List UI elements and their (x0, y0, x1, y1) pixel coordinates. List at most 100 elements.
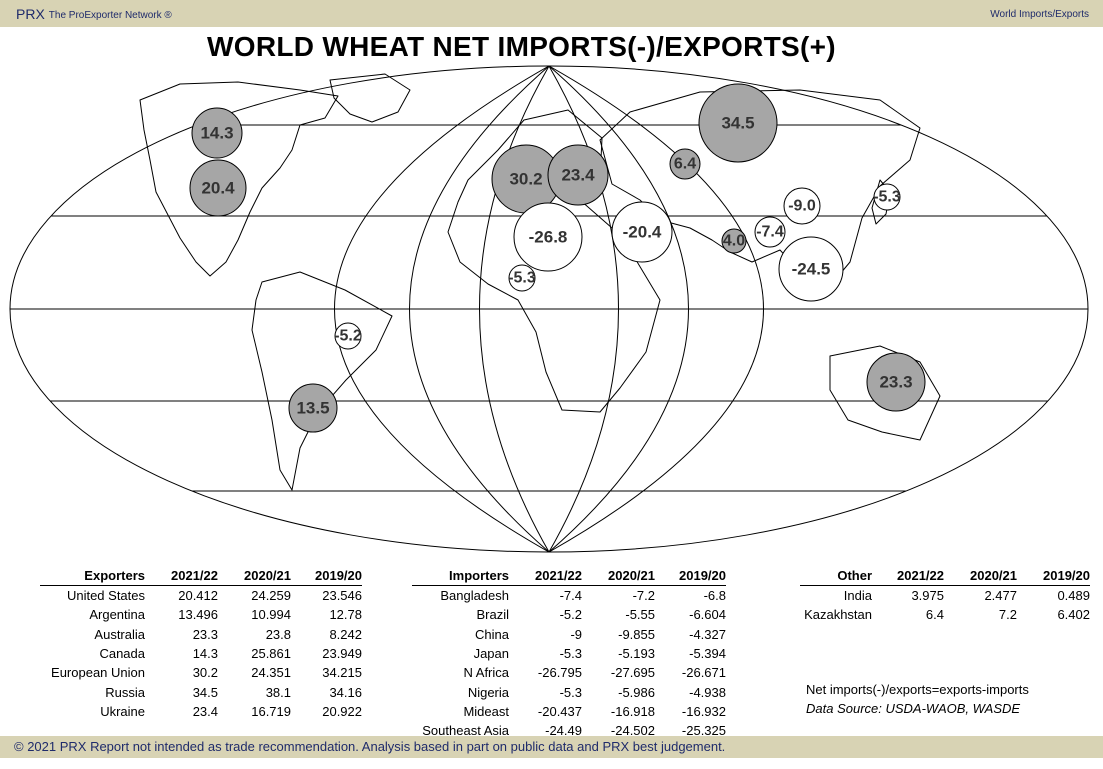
table-row: Kazakhstan 6.4 7.2 6.402 (800, 605, 1090, 624)
map-graticule (9, 65, 1089, 553)
other-header-row: Other 2021/22 2020/21 2019/20 (800, 566, 1090, 586)
bubble-label-brazil: -5.2 (334, 328, 362, 345)
cell: 14.3 (192, 646, 218, 662)
bubble-label-united-states: 20.4 (201, 179, 235, 198)
table-row: United States 20.412 24.259 23.546 (40, 586, 362, 606)
table-row: Nigeria -5.3 -5.986 -4.938 (412, 682, 726, 701)
cell: 10.994 (251, 607, 291, 623)
cell: 25.861 (251, 646, 291, 662)
cell: -4.938 (689, 684, 726, 700)
cell: 34.215 (322, 665, 362, 681)
cell: 8.242 (329, 626, 362, 642)
cell: 24.259 (251, 588, 291, 604)
cell: N Africa (463, 665, 509, 681)
table-row: Bangladesh -7.4 -7.2 -6.8 (412, 586, 726, 606)
importers-header-1: 2021/22 (509, 566, 582, 586)
cell: 20.412 (178, 588, 218, 604)
cell: 20.922 (322, 703, 362, 719)
other-header-1: 2021/22 (872, 566, 944, 586)
bubble-nigeria: -5.3 (508, 264, 536, 292)
exporters-header-2: 2020/21 (218, 566, 291, 586)
cell: -9.855 (618, 626, 655, 642)
table-row: Australia 23.3 23.8 8.242 (40, 625, 362, 644)
importers-header-row: Importers 2021/22 2020/21 2019/20 (412, 566, 726, 586)
page-title: WORLD WHEAT NET IMPORTS(-)/EXPORTS(+) (207, 31, 836, 62)
bubble-label-canada: 14.3 (200, 124, 233, 143)
cell: -7.2 (632, 588, 655, 604)
bubble-china: -9.0 (783, 187, 821, 225)
cell: 0.489 (1057, 588, 1090, 604)
cell: -5.3 (559, 684, 582, 700)
cell: Mideast (463, 703, 509, 719)
bubble-bangladesh: -7.4 (754, 216, 786, 248)
cell: 6.402 (1057, 607, 1090, 623)
exporters-header-1: 2021/22 (145, 566, 218, 586)
other-header-2: 2020/21 (944, 566, 1017, 586)
cell: -24.502 (610, 723, 655, 739)
footer-text: © 2021 PRX Report not intended as trade … (14, 739, 726, 754)
bubble-australia: 23.3 (866, 352, 926, 412)
north-america-outline (139, 81, 339, 277)
cell: 24.351 (251, 665, 291, 681)
other-table: Other 2021/22 2020/21 2019/20 India 3.975… (800, 566, 1090, 625)
header-bar: PRX The ProExporter Network ® World Impor… (0, 0, 1103, 27)
bubble-label-ukraine: 23.4 (561, 166, 595, 185)
table-row: Japan -5.3 -5.193 -5.394 (412, 644, 726, 663)
table-row: N Africa -26.795 -27.695 -26.671 (412, 663, 726, 682)
other-header-3: 2019/20 (1017, 566, 1090, 586)
cell: 2.477 (984, 588, 1017, 604)
cell: India (843, 588, 872, 604)
other-header-0: Other (800, 566, 872, 586)
cell: -5.986 (618, 684, 655, 700)
cell: 7.2 (998, 607, 1017, 623)
bubble-label-china: -9.0 (788, 198, 816, 215)
bubble-label-southeast-asia: -24.5 (792, 260, 831, 279)
cell: -16.918 (610, 703, 655, 719)
bubble-brazil: -5.2 (334, 322, 362, 350)
cell: Southeast Asia (422, 723, 509, 739)
cell: 23.546 (322, 588, 362, 604)
footer-bar: © 2021 PRX Report not intended as trade … (0, 736, 1103, 758)
bubble-label-nigeria: -5.3 (508, 270, 536, 287)
greenland-outline (329, 73, 411, 123)
bubble-ukraine: 23.4 (547, 144, 609, 206)
bubble-russia: 34.5 (698, 83, 778, 163)
cell: -5.193 (618, 646, 655, 662)
cell: 38.1 (265, 684, 291, 700)
cell: -20.437 (537, 703, 582, 719)
australia-outline (829, 345, 941, 441)
table-row: Mideast -20.437 -16.918 -16.932 (412, 702, 726, 721)
cell: -6.604 (689, 607, 726, 623)
exporters-header-row: Exporters 2021/22 2020/21 2019/20 (40, 566, 362, 586)
cell: -5.55 (625, 607, 655, 623)
cell: -7.4 (559, 588, 582, 604)
cell: 34.16 (329, 684, 362, 700)
cell: Bangladesh (440, 588, 509, 604)
cell: Canada (99, 646, 145, 662)
source-note: Data Source: USDA-WAOB, WASDE (806, 701, 1021, 716)
cell: United States (66, 588, 145, 604)
cell: -16.932 (681, 703, 726, 719)
cell: -25.325 (681, 723, 726, 739)
bubbles: 14.3 20.4 34.5 30.2 23.4 6.4 4.0 13.5 23… (189, 83, 926, 433)
bubble-label-japan: -5.3 (873, 189, 901, 206)
cell: Brazil (476, 607, 509, 623)
cell: Argentina (89, 607, 145, 623)
cell: 34.5 (192, 684, 218, 700)
bubble-japan: -5.3 (873, 183, 901, 211)
south-america-outline (251, 271, 393, 491)
table-row: Southeast Asia -24.49 -24.502 -25.325 (412, 721, 726, 740)
bubble-southeast-asia: -24.5 (778, 236, 844, 302)
brand: PRX The ProExporter Network ® (16, 6, 172, 22)
cell: 23.4 (192, 703, 218, 719)
cell: -9 (570, 626, 582, 642)
bubble-canada: 14.3 (191, 107, 243, 159)
exporters-table: Exporters 2021/22 2020/21 2019/20 United… (40, 566, 362, 721)
bubble-label-n-africa: -26.8 (529, 228, 568, 247)
table-row: European Union 30.2 24.351 34.215 (40, 663, 362, 682)
cell: 30.2 (192, 665, 218, 681)
exporters-header-0: Exporters (40, 566, 145, 586)
cell: Australia (94, 626, 145, 642)
bubble-label-bangladesh: -7.4 (756, 224, 784, 241)
importers-header-2: 2020/21 (582, 566, 655, 586)
